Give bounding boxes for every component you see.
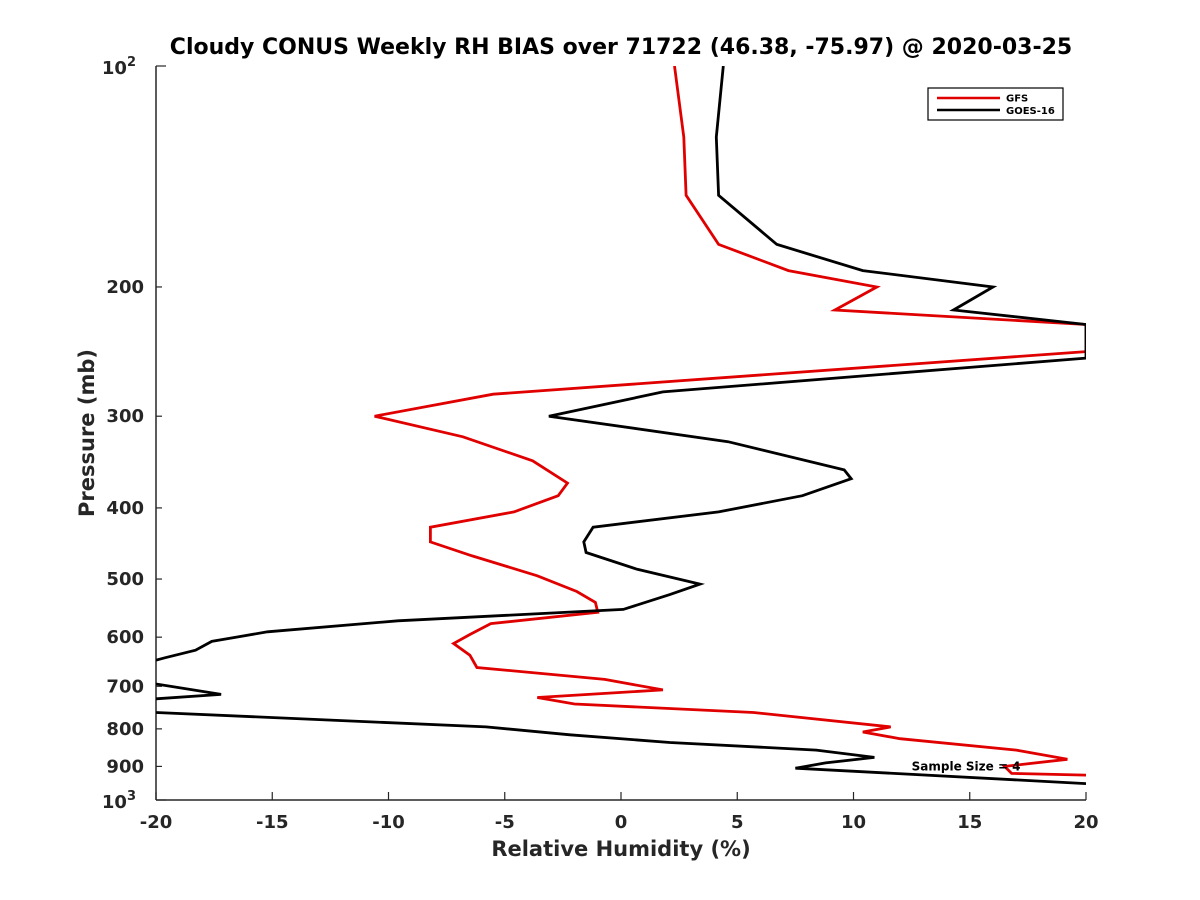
series-line-goes-16-part2 xyxy=(156,682,222,701)
y-major-tick-label: 103 xyxy=(102,789,136,813)
x-tick-label: -10 xyxy=(372,812,405,833)
x-tick-label: -15 xyxy=(256,812,289,833)
y-tick-label: 600 xyxy=(106,627,144,648)
series-group xyxy=(156,66,1086,785)
y-tick-label: 800 xyxy=(106,719,144,740)
legend: GFS GOES-16 xyxy=(927,87,1064,121)
y-tick-label: 500 xyxy=(106,569,144,590)
x-tick-label: -20 xyxy=(140,812,173,833)
series-line-goes-16-part3 xyxy=(156,711,1086,785)
x-tick-label: 5 xyxy=(731,812,744,833)
sample-size-annotation: Sample Size = 4 xyxy=(912,759,1021,773)
legend-label-goes16: GOES-16 xyxy=(1006,106,1055,117)
series-line-goes-16 xyxy=(156,66,1086,662)
series-line-gfs xyxy=(374,66,1086,777)
x-tick-label: -5 xyxy=(495,812,515,833)
x-tick-label: 15 xyxy=(957,812,982,833)
chart-title: Cloudy CONUS Weekly RH BIAS over 71722 (… xyxy=(170,35,1072,60)
x-tick-label: 0 xyxy=(615,812,628,833)
legend-label-gfs: GFS xyxy=(1006,94,1028,105)
x-tick-label: 10 xyxy=(841,812,866,833)
y-axis-label: Pressure (mb) xyxy=(75,349,99,517)
x-tick-label: 20 xyxy=(1073,812,1098,833)
x-axis-label: Relative Humidity (%) xyxy=(491,837,750,861)
y-tick-label: 200 xyxy=(106,277,144,298)
y-tick-label: 300 xyxy=(106,406,144,427)
plot-area: -20 -15 -10 -5 0 5 10 15 20 200 300 400 500 600 700 800… xyxy=(102,55,1099,833)
y-major-tick-label: 102 xyxy=(102,55,136,79)
y-tick-label: 900 xyxy=(106,756,144,777)
y-tick-label: 700 xyxy=(106,676,144,697)
legend-box xyxy=(927,87,1064,121)
y-tick-label: 400 xyxy=(106,498,144,519)
